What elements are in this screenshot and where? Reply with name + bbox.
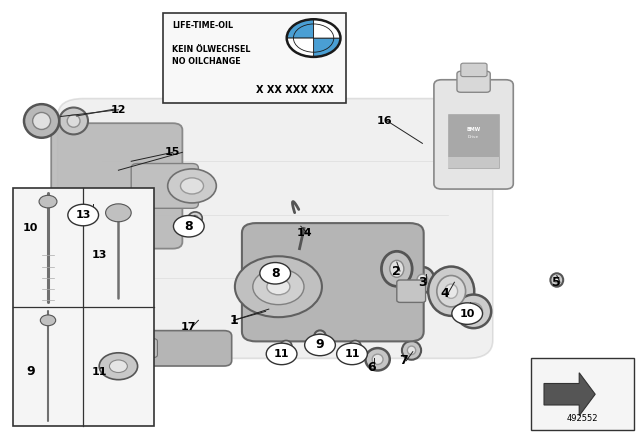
Text: 1: 1 (229, 314, 238, 327)
Circle shape (68, 204, 99, 226)
Bar (531, 358, 634, 430)
Text: 2: 2 (392, 264, 401, 278)
Ellipse shape (273, 267, 278, 271)
Ellipse shape (410, 267, 435, 293)
Wedge shape (287, 38, 314, 57)
Wedge shape (314, 19, 340, 38)
Ellipse shape (284, 344, 288, 348)
Circle shape (109, 360, 127, 373)
Ellipse shape (349, 340, 361, 351)
Circle shape (168, 169, 216, 203)
FancyBboxPatch shape (138, 339, 157, 358)
FancyBboxPatch shape (397, 280, 426, 302)
Circle shape (266, 343, 297, 365)
Ellipse shape (417, 274, 428, 286)
Wedge shape (287, 19, 314, 38)
Polygon shape (544, 373, 595, 416)
Text: 17: 17 (181, 322, 196, 332)
Text: X XX XXX XXX: X XX XXX XXX (257, 86, 334, 95)
Text: 7: 7 (399, 354, 408, 367)
Text: 9: 9 (26, 365, 35, 379)
Circle shape (235, 256, 322, 317)
Ellipse shape (33, 112, 51, 129)
FancyBboxPatch shape (58, 99, 493, 358)
Ellipse shape (67, 115, 80, 127)
Ellipse shape (60, 108, 88, 134)
Text: 9: 9 (316, 338, 324, 352)
Text: 12: 12 (111, 105, 126, 115)
Ellipse shape (73, 202, 93, 220)
Text: 10: 10 (460, 309, 475, 319)
FancyBboxPatch shape (242, 223, 424, 341)
Text: 5: 5 (552, 276, 561, 289)
FancyBboxPatch shape (51, 123, 182, 249)
Polygon shape (64, 242, 122, 278)
Ellipse shape (188, 212, 202, 224)
Ellipse shape (550, 273, 563, 287)
Text: 4: 4 (440, 287, 449, 300)
Ellipse shape (402, 341, 421, 360)
Circle shape (253, 269, 304, 305)
Ellipse shape (456, 295, 492, 328)
Ellipse shape (192, 215, 198, 221)
Text: 11: 11 (274, 349, 289, 359)
Circle shape (305, 334, 335, 356)
Circle shape (452, 303, 483, 324)
Circle shape (260, 263, 291, 284)
Bar (163, 13, 346, 103)
Ellipse shape (381, 251, 412, 286)
Ellipse shape (428, 267, 474, 316)
Ellipse shape (317, 334, 323, 338)
Ellipse shape (437, 276, 466, 307)
Bar (448, 157, 499, 168)
Circle shape (106, 204, 131, 222)
FancyBboxPatch shape (461, 63, 487, 77)
Wedge shape (314, 38, 340, 57)
Circle shape (337, 343, 367, 365)
Circle shape (40, 315, 56, 326)
FancyBboxPatch shape (434, 80, 513, 189)
Ellipse shape (390, 260, 404, 277)
Text: 15: 15 (165, 147, 180, 157)
Circle shape (173, 215, 204, 237)
Ellipse shape (353, 344, 358, 348)
Ellipse shape (314, 331, 326, 341)
Text: 11: 11 (344, 349, 360, 359)
Circle shape (39, 195, 57, 208)
Text: 10: 10 (23, 224, 38, 233)
Ellipse shape (79, 207, 87, 215)
Ellipse shape (445, 284, 458, 298)
Text: LIFE-TIME-OIL: LIFE-TIME-OIL (172, 22, 234, 30)
Ellipse shape (465, 303, 483, 320)
Text: 8: 8 (184, 220, 193, 233)
Text: BMW: BMW (467, 127, 481, 133)
Circle shape (267, 279, 290, 295)
FancyBboxPatch shape (457, 71, 490, 92)
Circle shape (99, 353, 138, 380)
Text: Drive: Drive (468, 135, 479, 138)
Text: 3: 3 (418, 276, 427, 289)
Ellipse shape (407, 346, 416, 355)
Ellipse shape (554, 277, 559, 283)
Text: 8: 8 (271, 267, 280, 280)
FancyBboxPatch shape (131, 164, 198, 208)
Bar (448, 114, 499, 168)
Ellipse shape (365, 348, 390, 370)
Ellipse shape (24, 104, 60, 138)
Text: 6: 6 (367, 361, 376, 374)
Text: 13: 13 (92, 250, 107, 260)
Circle shape (180, 178, 204, 194)
Text: 13: 13 (76, 210, 91, 220)
Text: 492552: 492552 (566, 414, 598, 423)
Text: 14: 14 (296, 228, 312, 238)
Ellipse shape (372, 354, 383, 365)
Ellipse shape (269, 264, 281, 274)
Ellipse shape (280, 340, 292, 351)
Bar (13, 188, 154, 426)
Text: NO OILCHANGE: NO OILCHANGE (172, 57, 241, 66)
Text: 16: 16 (376, 116, 392, 126)
Text: 11: 11 (92, 367, 107, 377)
Text: KEIN ÖLWECHSEL: KEIN ÖLWECHSEL (172, 45, 251, 54)
FancyBboxPatch shape (143, 331, 232, 366)
